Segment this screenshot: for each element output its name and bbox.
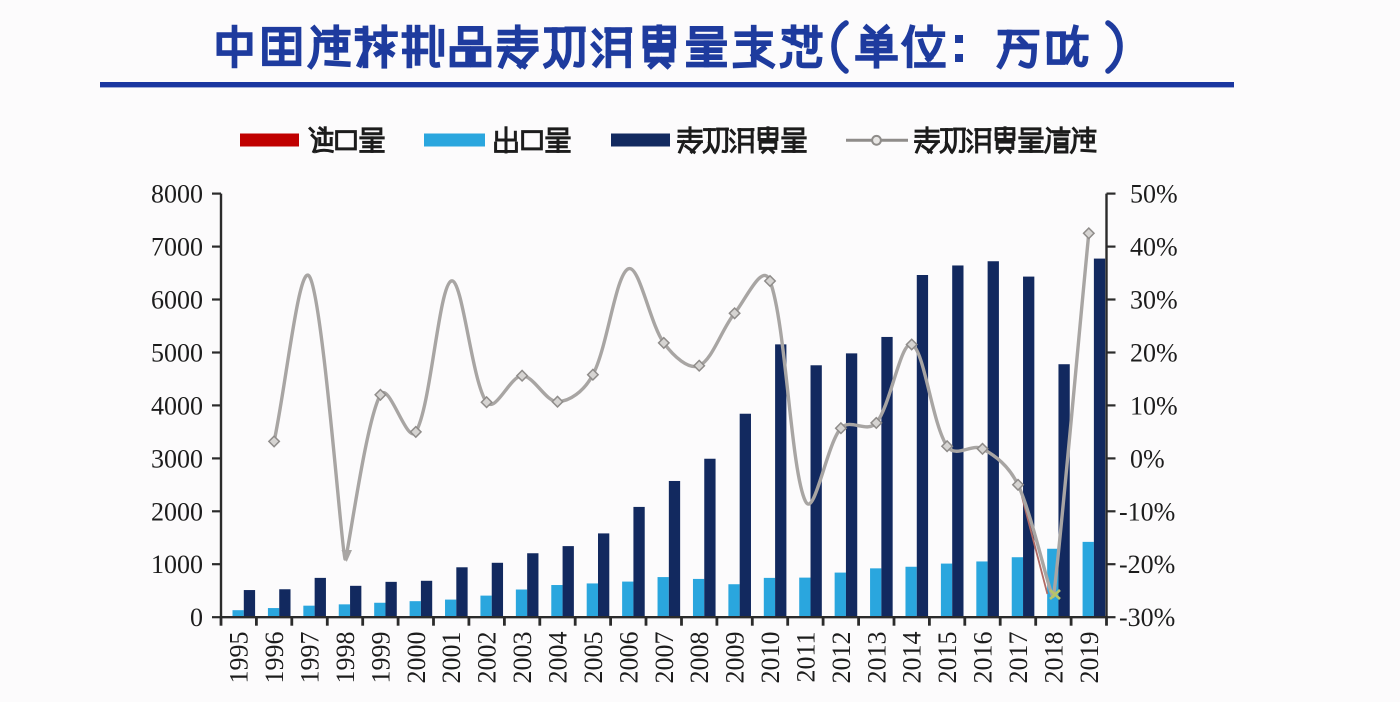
svg-text:2000: 2000	[402, 632, 431, 684]
svg-text:2009: 2009	[721, 632, 750, 684]
svg-text:3000: 3000	[151, 444, 203, 473]
svg-text:2010: 2010	[756, 632, 785, 684]
svg-text:2000: 2000	[151, 497, 203, 526]
svg-text:2015: 2015	[933, 632, 962, 684]
svg-text:1999: 1999	[366, 632, 395, 684]
svg-text:20%: 20%	[1130, 339, 1178, 368]
svg-text:2012: 2012	[827, 632, 856, 684]
svg-text:2019: 2019	[1075, 632, 1104, 684]
svg-text:-10%: -10%	[1119, 497, 1175, 526]
svg-text:2014: 2014	[898, 632, 927, 684]
svg-text:1996: 1996	[260, 632, 289, 684]
svg-text:2005: 2005	[579, 632, 608, 684]
svg-text:2018: 2018	[1039, 632, 1068, 684]
svg-text:0%: 0%	[1130, 444, 1165, 473]
svg-text:1997: 1997	[296, 632, 325, 684]
svg-text:7000: 7000	[151, 233, 203, 262]
svg-text:30%: 30%	[1130, 286, 1178, 315]
svg-text:1000: 1000	[151, 550, 203, 579]
svg-text:-20%: -20%	[1119, 550, 1175, 579]
svg-text:0: 0	[190, 603, 203, 632]
svg-text:2013: 2013	[862, 632, 891, 684]
svg-text:2004: 2004	[544, 632, 573, 684]
svg-text:2011: 2011	[791, 632, 820, 683]
svg-text:4000: 4000	[151, 391, 203, 420]
svg-text:1998: 1998	[331, 632, 360, 684]
svg-text:1995: 1995	[225, 632, 254, 684]
svg-text:40%: 40%	[1130, 233, 1178, 262]
svg-text:2007: 2007	[650, 632, 679, 684]
svg-text:2017: 2017	[1004, 632, 1033, 684]
svg-text:8000: 8000	[151, 180, 203, 209]
svg-text:2002: 2002	[473, 632, 502, 684]
svg-text:2006: 2006	[614, 632, 643, 684]
svg-text:6000: 6000	[151, 286, 203, 315]
svg-text:2008: 2008	[685, 632, 714, 684]
svg-text:2001: 2001	[437, 632, 466, 684]
svg-text:-30%: -30%	[1119, 603, 1175, 632]
svg-text:10%: 10%	[1130, 391, 1178, 420]
svg-text:50%: 50%	[1130, 180, 1178, 209]
svg-text:2003: 2003	[508, 632, 537, 684]
svg-text:5000: 5000	[151, 339, 203, 368]
svg-text:2016: 2016	[969, 632, 998, 684]
